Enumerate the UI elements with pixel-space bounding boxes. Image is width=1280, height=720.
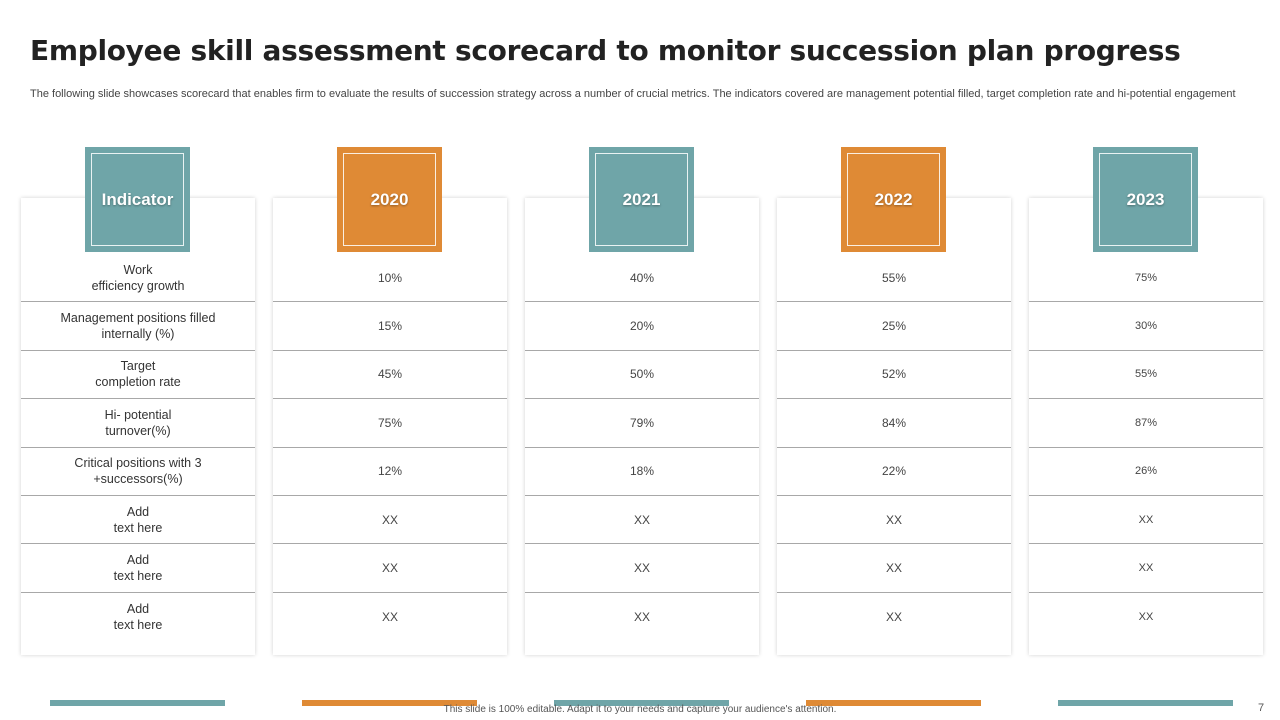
indicator-header-box: Indicator	[85, 147, 190, 252]
year-column-2022: 55% 25% 52% 84% 22% XX XX XX 2022	[777, 147, 1011, 706]
header-frame	[1099, 153, 1192, 246]
year-rows: 55% 25% 52% 84% 22% XX XX XX	[777, 254, 1011, 641]
column-accent-bar	[50, 700, 225, 706]
value-cell: 25%	[777, 302, 1011, 351]
value-cell: 75%	[1029, 254, 1263, 303]
value-cell: XX	[1029, 496, 1263, 545]
year-header-label: 2021	[622, 189, 661, 209]
value-cell: 52%	[777, 351, 1011, 400]
indicator-row: Work efficiency growth	[21, 254, 255, 303]
indicator-rows: Work efficiency growth Management positi…	[21, 254, 255, 641]
footer-note: This slide is 100% editable. Adapt it to…	[443, 704, 837, 715]
value-cell: 84%	[777, 399, 1011, 448]
column-accent-bar	[554, 700, 729, 706]
year-card: 10% 15% 45% 75% 12% XX XX XX	[273, 198, 507, 706]
indicator-row: Management positions filled internally (…	[21, 302, 255, 351]
value-cell: 18%	[525, 448, 759, 496]
page-number: 7	[1258, 702, 1265, 714]
year-rows: 40% 20% 50% 79% 18% XX XX XX	[525, 254, 759, 641]
year-column-2023: 75% 30% 55% 87% 26% XX XX XX 2023	[1029, 147, 1263, 706]
column-accent-bar	[302, 700, 477, 706]
value-cell: 55%	[777, 254, 1011, 303]
value-cell: 22%	[777, 448, 1011, 496]
year-header-box: 2020	[337, 147, 442, 252]
year-rows: 75% 30% 55% 87% 26% XX XX XX	[1029, 254, 1263, 641]
value-cell: 10%	[273, 254, 507, 303]
header-frame	[847, 153, 940, 246]
value-cell: XX	[633, 609, 650, 624]
indicator-column: Work efficiency growth Management positi…	[21, 147, 255, 706]
value-cell: 50%	[525, 351, 759, 400]
year-header-box: 2021	[589, 147, 694, 252]
value-cell: XX	[381, 609, 398, 624]
indicator-header-label: Indicator	[101, 189, 174, 209]
year-rows: 10% 15% 45% 75% 12% XX XX XX	[273, 254, 507, 641]
year-card: 55% 25% 52% 84% 22% XX XX XX	[777, 198, 1011, 706]
year-header-label: 2022	[874, 189, 913, 209]
year-card: 75% 30% 55% 87% 26% XX XX XX	[1029, 198, 1263, 706]
year-column-2020: 10% 15% 45% 75% 12% XX XX XX 2020	[273, 147, 507, 706]
value-cell: 26%	[1029, 448, 1263, 496]
indicator-row: Add text here	[113, 601, 163, 632]
value-cell: XX	[273, 544, 507, 593]
indicator-row: Add text here	[21, 544, 255, 593]
indicator-row: Hi- potential turnover(%)	[21, 399, 255, 448]
year-header-label: 2020	[370, 189, 409, 209]
year-header-box: 2023	[1093, 147, 1198, 252]
value-cell: 79%	[525, 399, 759, 448]
indicator-row: Target completion rate	[21, 351, 255, 400]
value-cell: XX	[525, 496, 759, 545]
indicator-row: Critical positions with 3 +successors(%)	[21, 448, 255, 496]
value-cell: 30%	[1029, 302, 1263, 351]
slide-subtitle: The following slide showcases scorecard …	[30, 88, 1236, 100]
value-cell: XX	[273, 496, 507, 545]
value-cell: XX	[525, 544, 759, 593]
header-frame	[91, 153, 184, 246]
value-cell: 12%	[273, 448, 507, 496]
value-cell: 15%	[273, 302, 507, 351]
column-accent-bar	[806, 700, 981, 706]
year-header-label: 2023	[1126, 189, 1165, 209]
value-cell: 75%	[273, 399, 507, 448]
slide-title: Employee skill assessment scorecard to m…	[30, 34, 1181, 67]
value-cell: XX	[777, 496, 1011, 545]
column-accent-bar	[1058, 700, 1233, 706]
indicator-card: Work efficiency growth Management positi…	[21, 198, 255, 706]
year-header-box: 2022	[841, 147, 946, 252]
value-cell: 20%	[525, 302, 759, 351]
value-cell: XX	[777, 544, 1011, 593]
header-frame	[595, 153, 688, 246]
indicator-row: Add text here	[21, 496, 255, 545]
year-column-2021: 40% 20% 50% 79% 18% XX XX XX 2021	[525, 147, 759, 706]
year-card: 40% 20% 50% 79% 18% XX XX XX	[525, 198, 759, 706]
value-cell: 40%	[525, 254, 759, 303]
value-cell: 55%	[1029, 351, 1263, 400]
value-cell: XX	[885, 609, 902, 624]
value-cell: 45%	[273, 351, 507, 400]
value-cell: XX	[1138, 610, 1154, 623]
value-cell: XX	[1029, 544, 1263, 593]
value-cell: 87%	[1029, 399, 1263, 448]
header-frame	[343, 153, 436, 246]
